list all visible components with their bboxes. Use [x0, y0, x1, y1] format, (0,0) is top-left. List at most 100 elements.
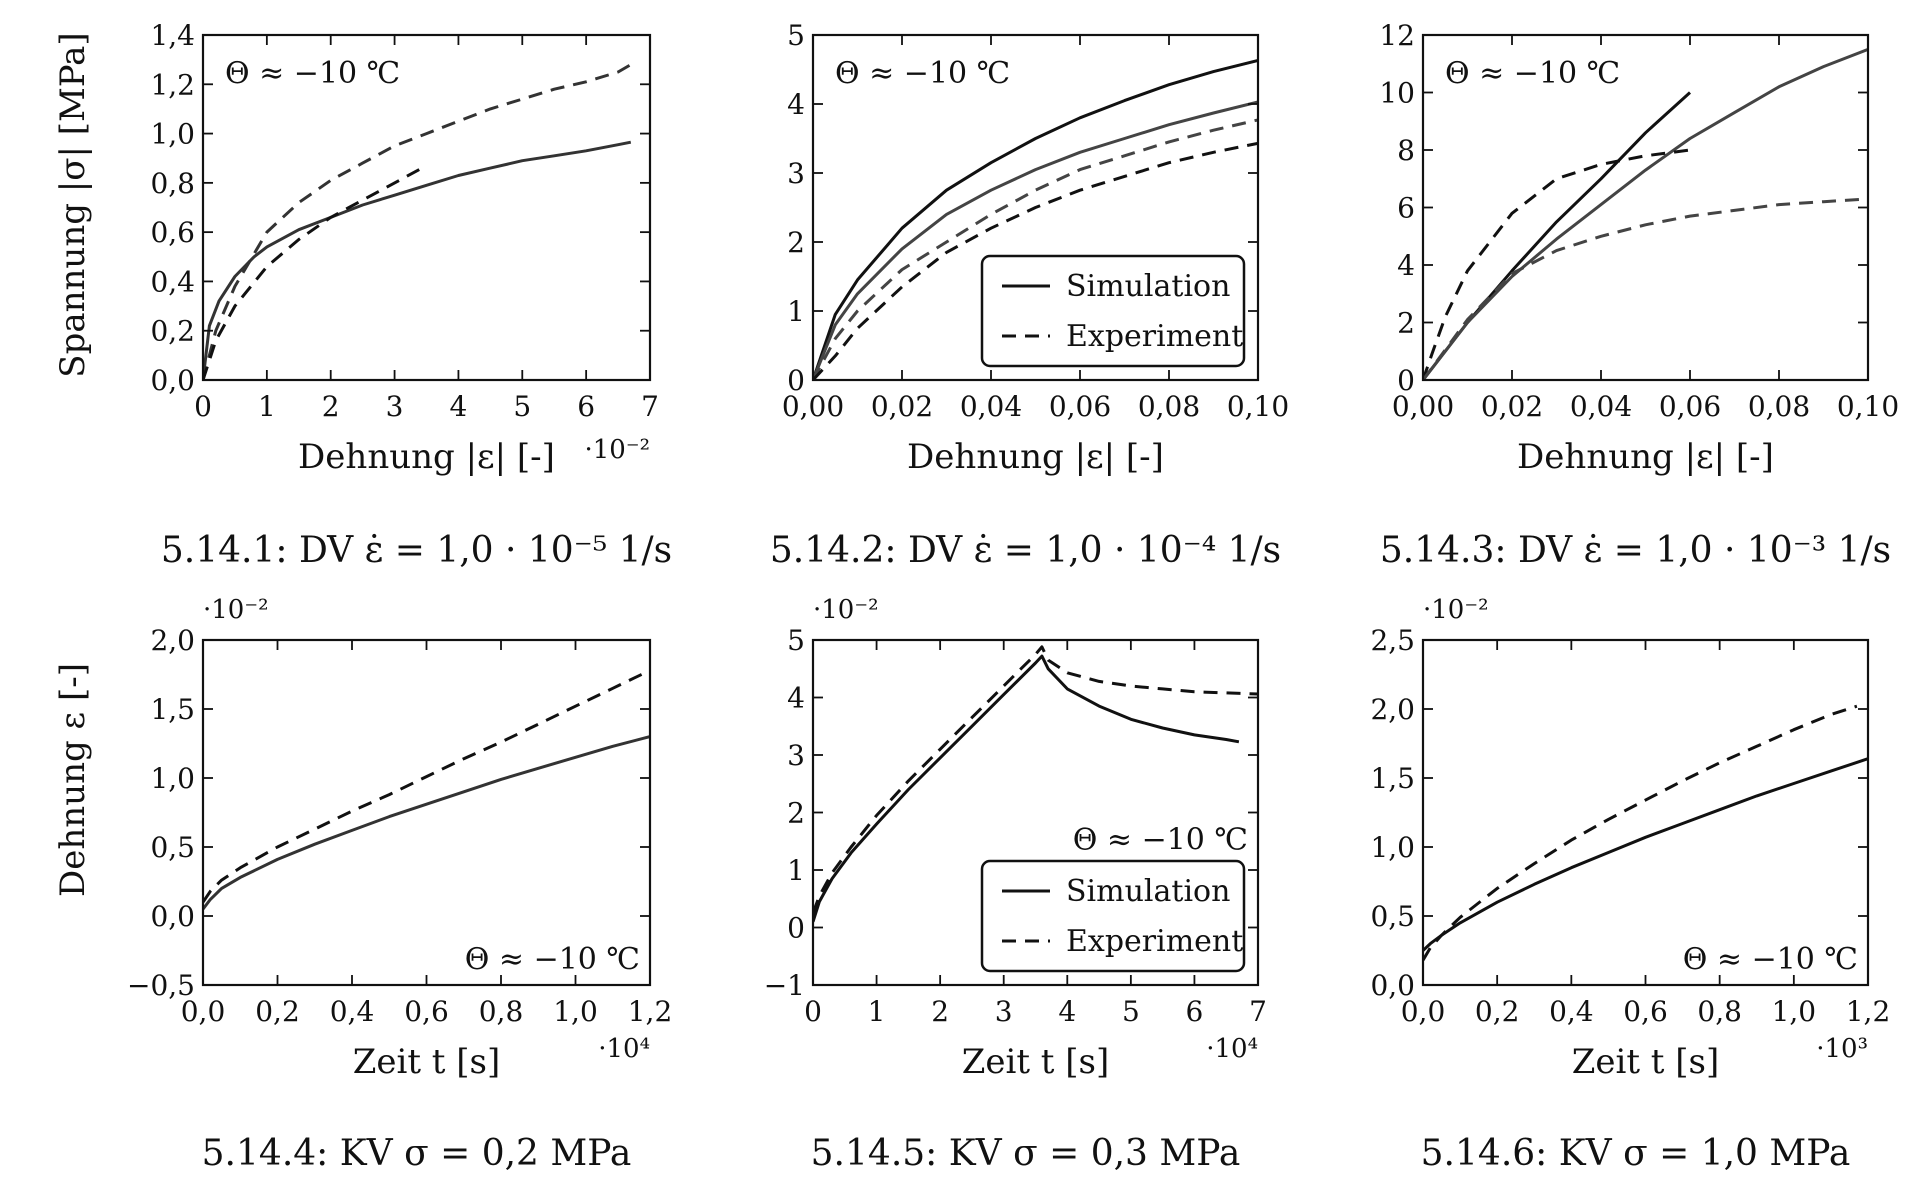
y-tick-label: 0,8	[150, 167, 195, 200]
temperature-annotation: Θ ≈ −10 ℃	[1445, 56, 1620, 91]
x-scale-label: ·10⁴	[598, 1034, 650, 1064]
series-line-3	[1423, 148, 1691, 380]
y-tick-label: 4	[1397, 249, 1415, 282]
y-tick-label: 2	[1397, 307, 1415, 340]
series-line-3	[813, 118, 1258, 380]
x-axis-label: Dehnung |ε| [-]	[298, 437, 555, 477]
series-line-1	[203, 735, 650, 911]
x-tick-label: 1,0	[1772, 995, 1817, 1028]
series-line-4	[1423, 197, 1868, 380]
x-tick-label: 4	[450, 390, 468, 423]
series-line-1	[813, 59, 1258, 380]
y-tick-label: 2,0	[150, 624, 195, 657]
x-tick-label: 1	[868, 995, 886, 1028]
x-tick-label: 0,02	[1481, 390, 1543, 423]
y-tick-label: 1,2	[150, 68, 195, 101]
y-tick-label: 2	[787, 226, 805, 259]
x-tick-label: 1,2	[628, 995, 673, 1028]
y-tick-label: 2,0	[1370, 693, 1415, 726]
chart-5-14-2: 0,00 0,02 0,04 0,06 0,08 0,10 0 1 2 3 4 5 Dehnung |ε…	[770, 19, 1289, 571]
x-tick-label: 0,08	[1748, 390, 1810, 423]
x-tick-label: 3	[386, 390, 404, 423]
y-axis-label-top: Spannung |σ| [MPa]	[53, 32, 93, 377]
chart-5-14-3: 0,00 0,02 0,04 0,06 0,08 0,10 0 2 4 6 8 10 12 Dehnung…	[1379, 19, 1899, 571]
y-tick-label: 0,6	[150, 216, 195, 249]
x-tick-label: 0,00	[1392, 390, 1454, 423]
chart-caption: 5.14.3: DV ε̇ = 1,0 · 10⁻³ 1/s	[1380, 530, 1891, 571]
x-tick-label: 0,06	[1049, 390, 1111, 423]
series-line-1	[203, 140, 632, 380]
y-tick-label: 5	[787, 624, 805, 657]
x-axis-label: Zeit t [s]	[1572, 1042, 1720, 1082]
x-tick-label: 1	[258, 390, 276, 423]
x-tick-label: 0,10	[1837, 390, 1899, 423]
series-line-4	[813, 141, 1258, 380]
legend-label: Experiment	[1066, 924, 1243, 959]
y-tick-label: 0,5	[150, 831, 195, 864]
x-tick-label: 0,0	[181, 995, 226, 1028]
temperature-annotation: Θ ≈ −10 ℃	[1683, 942, 1858, 977]
chart-5-14-6: 0,0 0,2 0,4 0,6 0,8 1,0 1,2 0,0 0,5 1,0 1,5 2,0 2,5 Z…	[1370, 595, 1890, 1174]
x-tick-label: 1,2	[1846, 995, 1891, 1028]
x-tick-label: 3	[995, 995, 1013, 1028]
y-tick-label: 0,0	[150, 900, 195, 933]
x-tick-label: 0,04	[960, 390, 1022, 423]
temperature-annotation: Θ ≈ −10 ℃	[465, 942, 640, 977]
y-scale-label: ·10⁻²	[813, 595, 879, 625]
series-line-1	[1423, 757, 1868, 952]
y-tick-label: 1	[787, 295, 805, 328]
x-tick-label: 7	[1249, 995, 1267, 1028]
chart-5-14-4: 0,0 0,2 0,4 0,6 0,8 1,0 1,2−0,50,00,51,01,52,0…	[127, 595, 672, 1174]
series-line-3	[203, 164, 428, 380]
y-tick-label: −1	[764, 969, 805, 1002]
x-axis-label: Dehnung |ε| [-]	[907, 437, 1164, 477]
series-line-2	[1423, 704, 1858, 961]
series-line-2	[1423, 48, 1868, 380]
y-scale-label: ·10⁻²	[1423, 595, 1489, 625]
y-tick-label: 1,0	[150, 118, 195, 151]
y-tick-label: 5	[787, 19, 805, 52]
series-line-1	[813, 654, 1240, 923]
x-axis-label: Dehnung |ε| [-]	[1517, 437, 1774, 477]
y-tick-label: 10	[1379, 77, 1415, 110]
series-line-1	[1423, 91, 1692, 380]
legend-box	[980, 254, 1246, 368]
x-scale-label: ·10⁴	[1206, 1034, 1258, 1064]
x-scale-label: ·10⁻²	[585, 435, 651, 465]
y-tick-label: −0,5	[127, 969, 195, 1002]
x-tick-label: 7	[641, 390, 659, 423]
x-tick-label: 0,10	[1227, 390, 1289, 423]
x-tick-label: 0	[194, 390, 212, 423]
plot-frame	[201, 638, 652, 987]
y-tick-label: 4	[787, 88, 805, 121]
x-tick-label: 5	[513, 390, 531, 423]
x-tick-label: 5	[1122, 995, 1140, 1028]
series-line-2	[203, 63, 632, 380]
y-tick-label: 3	[787, 157, 805, 190]
x-tick-label: 0,8	[479, 995, 524, 1028]
y-tick-label: 0,0	[1370, 969, 1415, 1002]
x-tick-label: 0,2	[1475, 995, 1520, 1028]
x-tick-label: 0,06	[1659, 390, 1721, 423]
y-tick-label: 8	[1397, 134, 1415, 167]
y-tick-label: 12	[1379, 19, 1415, 52]
chart-caption: 5.14.1: DV ε̇ = 1,0 · 10⁻⁵ 1/s	[161, 530, 672, 571]
x-tick-label: 0,6	[1623, 995, 1668, 1028]
chart-5-14-1: 0 1 2 3 4 5 6 7 0,0 0,2 0,4 0,6 0,8 1,0 1,2 1,4 Dehnung …	[150, 19, 672, 571]
x-tick-label: 0,4	[330, 995, 375, 1028]
y-tick-label: 1,4	[150, 19, 195, 52]
y-tick-label: 1,5	[1370, 762, 1415, 795]
y-scale-label: ·10⁻²	[203, 595, 269, 625]
x-tick-label: 2	[322, 390, 340, 423]
x-axis-label: Zeit t [s]	[353, 1042, 501, 1082]
legend-label: Simulation	[1066, 269, 1230, 304]
y-tick-label: 2,5	[1370, 624, 1415, 657]
chart-caption: 5.14.4: KV σ = 0,2 MPa	[202, 1133, 632, 1174]
y-tick-label: 0,2	[150, 315, 195, 348]
x-tick-label: 0,02	[871, 390, 933, 423]
legend-label: Simulation	[1066, 874, 1230, 909]
x-tick-label: 6	[577, 390, 595, 423]
x-tick-label: 0,6	[404, 995, 449, 1028]
x-tick-label: 0,00	[782, 390, 844, 423]
x-tick-label: 2	[931, 995, 949, 1028]
